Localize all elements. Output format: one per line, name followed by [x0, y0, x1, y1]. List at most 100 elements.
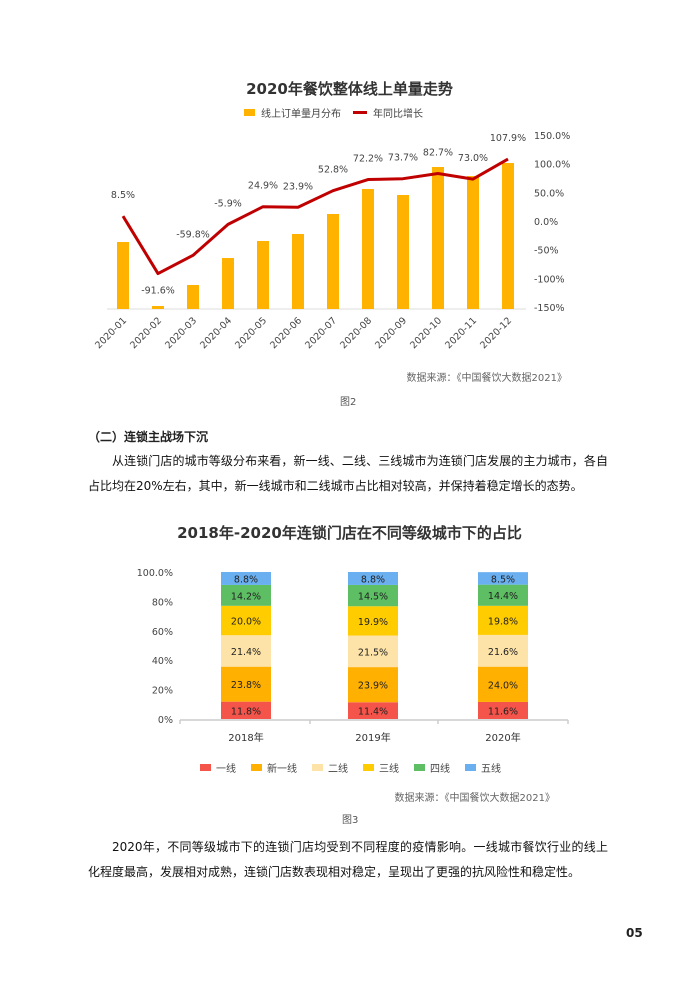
- x-tick-label: 2020-08: [338, 315, 374, 351]
- data-label: 23.9%: [283, 181, 313, 192]
- y2-tick-label: 50.0%: [534, 188, 564, 199]
- figure2-caption: 图2: [340, 397, 357, 408]
- x-tick-label: 2020-02: [128, 315, 164, 351]
- legend-line-swatch: [353, 111, 367, 114]
- page-number: 05: [626, 926, 643, 940]
- stack-segment: [478, 584, 528, 606]
- legend-label: 三线: [379, 764, 399, 775]
- section-paragraph: 从连锁门店的城市等级分布来看，新一线、二线、三线城市为连锁门店发展的主力城市，各…: [88, 454, 608, 493]
- y-tick-label: 80%: [152, 597, 173, 608]
- bar: [327, 214, 339, 309]
- data-label: -5.9%: [214, 198, 242, 209]
- segment-label: 21.4%: [231, 647, 261, 658]
- figure3-source: 数据来源：《中国餐饮大数据2021》: [394, 793, 555, 804]
- legend-line-label: 年同比增长: [373, 109, 423, 120]
- x-tick-label: 2020-03: [163, 315, 199, 351]
- figure2-source: 数据来源：《中国餐饮大数据2021》: [406, 373, 567, 384]
- legend-swatch: [363, 764, 374, 771]
- segment-label: 14.5%: [358, 592, 388, 603]
- data-label: 8.5%: [111, 190, 135, 201]
- data-label: -91.6%: [141, 286, 175, 297]
- data-label: 24.9%: [248, 181, 278, 192]
- chart1: 8.5% -91.6% -59.8% -5.9% 24.9% 23.9% 52.8% 72.2…: [93, 131, 570, 351]
- segment-label: 21.5%: [358, 647, 388, 658]
- x-tick-label: 2019年: [355, 731, 390, 744]
- bar: [432, 167, 444, 309]
- legend-label: 新一线: [267, 764, 297, 775]
- segment-label: 11.4%: [358, 707, 388, 718]
- stack-segment: [221, 572, 271, 585]
- x-tick-label: 2020-01: [93, 315, 129, 351]
- segment-label: 19.9%: [358, 617, 388, 628]
- segment-label: 8.8%: [361, 574, 385, 585]
- bar: [292, 234, 304, 309]
- bar: [362, 189, 374, 309]
- legend-label: 四线: [430, 764, 450, 775]
- legend-swatch: [251, 764, 262, 771]
- legend-label: 二线: [328, 764, 348, 775]
- bar: [467, 176, 479, 309]
- x-tick-label: 2020-05: [233, 315, 269, 351]
- y-tick-label: 40%: [152, 656, 173, 667]
- segment-label: 14.2%: [231, 591, 261, 602]
- data-label: 73.0%: [458, 153, 488, 164]
- segment-label: 23.9%: [358, 681, 388, 692]
- stack-segment: [348, 606, 398, 636]
- segment-label: 11.6%: [488, 706, 518, 717]
- bar: [187, 285, 199, 309]
- data-label: 72.2%: [353, 154, 383, 165]
- y2-tick-label: -100%: [534, 274, 565, 285]
- y2-tick-label: 150.0%: [534, 131, 570, 142]
- bar: [502, 163, 514, 309]
- bar: [117, 242, 129, 309]
- segment-label: 21.6%: [488, 647, 518, 658]
- legend-label: 五线: [481, 764, 501, 775]
- x-tick-label: 2020-07: [303, 315, 339, 351]
- legend-swatch: [414, 764, 425, 771]
- stack-segment: [221, 584, 271, 606]
- segment-label: 8.8%: [234, 574, 258, 585]
- y2-tick-label: -150%: [534, 303, 565, 314]
- line-series: [121, 157, 509, 276]
- data-label: 82.7%: [423, 148, 453, 159]
- stack-segment: [221, 666, 271, 702]
- x-tick-label: 2020-06: [268, 315, 304, 351]
- y-tick-label: 60%: [152, 627, 173, 638]
- segment-label: 23.8%: [231, 680, 261, 691]
- stack-segment: [478, 666, 528, 702]
- data-label: 52.8%: [318, 165, 348, 176]
- legend-label: 一线: [216, 764, 236, 775]
- stack-segment: [348, 572, 398, 585]
- chart2-title: 2018年-2020年连锁门店在不同等级城市下的占比: [177, 524, 522, 542]
- stack-segment: [478, 701, 528, 719]
- chart1-legend: 线上订单量月分布 年同比增长: [244, 105, 423, 120]
- stack-segment: [348, 584, 398, 607]
- stack-segment: [348, 635, 398, 668]
- bar: [397, 195, 409, 309]
- x-tick-label: 2020-09: [373, 315, 409, 351]
- x-tick-label: 2020-11: [443, 315, 479, 351]
- chart2-legend: 一线 新一线 二线 三线 四线 五线: [200, 760, 511, 775]
- x-tick-label: 2020-10: [408, 315, 444, 351]
- y-tick-label: 20%: [152, 686, 173, 697]
- stack-segment: [221, 635, 271, 667]
- segment-label: 20.0%: [231, 617, 261, 628]
- y2-tick-label: 100.0%: [534, 160, 570, 171]
- stack-segment: [221, 701, 271, 719]
- x-tick-label: 2020年: [485, 731, 520, 744]
- stack-segment: [348, 702, 398, 719]
- segment-label: 11.8%: [231, 706, 261, 717]
- stack-segment: [478, 634, 528, 667]
- y2-tick-label: 0.0%: [534, 217, 558, 228]
- y-tick-label: 0%: [158, 715, 173, 726]
- stack-segment: [221, 605, 271, 636]
- chart1-title: 2020年餐饮整体线上单量走势: [246, 80, 453, 98]
- closing-paragraph: 2020年，不同等级城市下的连锁门店均受到不同程度的疫情影响。一线城市餐饮行业的…: [88, 840, 608, 879]
- bar: [152, 306, 164, 309]
- stack-segment: [478, 572, 528, 585]
- stack-segment: [348, 667, 398, 703]
- legend-swatch: [465, 764, 476, 771]
- y2-tick-label: -50%: [534, 246, 559, 257]
- segment-label: 24.0%: [488, 680, 518, 691]
- segment-label: 8.5%: [491, 574, 515, 585]
